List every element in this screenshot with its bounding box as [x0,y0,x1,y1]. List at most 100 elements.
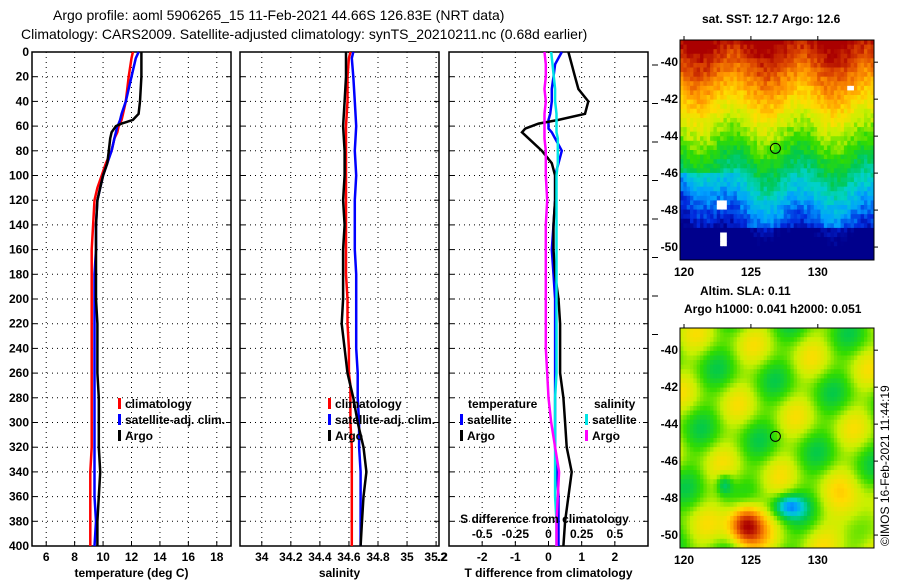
map-cell [736,451,741,457]
sst-map-cells [680,40,875,261]
map-cell [760,172,765,178]
map-cell [736,122,741,128]
map-cell [810,337,815,343]
map-cell [743,250,748,256]
map-cell [860,90,865,96]
map-cell [730,205,735,211]
map-cell [773,378,778,384]
map-cell [820,145,825,151]
map-cell [780,410,785,416]
map-cell [710,364,714,370]
map-cell [713,49,718,55]
map-cell [756,72,761,78]
map-cell [807,209,811,215]
map-cell [860,44,865,50]
map-cell [847,122,852,128]
map-cell [787,182,791,188]
map-cell [726,255,731,261]
map-cell [680,200,684,206]
map-cell [780,405,785,411]
map-cell [820,159,825,165]
map-cell [713,405,718,411]
map-cell [793,99,798,105]
map-cell [777,108,781,114]
map-cell [777,136,781,142]
map-cell [853,451,858,457]
map-cell [810,364,815,370]
map-cell [740,108,745,114]
map-cell [797,246,801,252]
map-cell [857,341,862,347]
map-cell [870,44,875,50]
map-cell [770,396,775,402]
map-cell [827,182,832,188]
map-cell [823,131,828,137]
map-cell [813,401,818,407]
map-cell [827,360,832,366]
map-cell [847,424,852,430]
map-cell [783,451,788,457]
map-cell [746,223,751,229]
map-cell [773,373,778,379]
map-cell [713,373,718,379]
map-cell [827,401,832,407]
map-cell [700,131,704,137]
map-cell [706,419,711,425]
map-cell [680,355,684,361]
map-cell [773,433,778,439]
y-tick-label: 220 [9,317,29,331]
map-cell [726,177,731,183]
map-cell [817,140,821,146]
map-cell [703,383,708,389]
map-cell [703,360,708,366]
map-cell [686,62,691,68]
map-cell [703,373,708,379]
map-cell [863,419,868,425]
map-cell [787,369,791,375]
map-cell [860,108,865,114]
map-cell [726,163,731,169]
map-cell [753,332,758,338]
map-cell [843,383,848,389]
map-cell [820,81,825,87]
map-cell [746,415,751,421]
map-cell [760,246,765,252]
map-cell [740,49,745,55]
map-cell [726,392,731,398]
map-cell [847,209,852,215]
map-cell [853,447,858,453]
map-cell [853,58,858,64]
map-cell [847,90,852,96]
map-cell [817,195,821,201]
map-cell [753,145,758,151]
map-cell [736,191,741,197]
map-cell [827,172,832,178]
map-cell [730,332,735,338]
map-cell [843,419,848,425]
map-cell [803,456,808,462]
map-cell [690,85,694,91]
map-cell [817,223,821,229]
map-cell [746,328,751,334]
map-cell [710,53,714,59]
map-cell [820,205,825,211]
map-cell [853,214,858,220]
map-cell [690,364,694,370]
map-cell [696,62,701,68]
map-cell [780,150,785,156]
map-cell [810,237,815,243]
map-cell [837,424,842,430]
map-cell [800,410,805,416]
map-cell [770,364,775,370]
map-cell [833,113,838,119]
map-cell [810,223,815,229]
map-cell [756,53,761,59]
map-cell [706,200,711,206]
map-cell [706,369,711,375]
map-frame [679,39,875,261]
map-cell [860,383,865,389]
map-cell [847,172,852,178]
map-cell [843,223,848,229]
map-cell [753,419,758,425]
map-cell [763,159,768,165]
